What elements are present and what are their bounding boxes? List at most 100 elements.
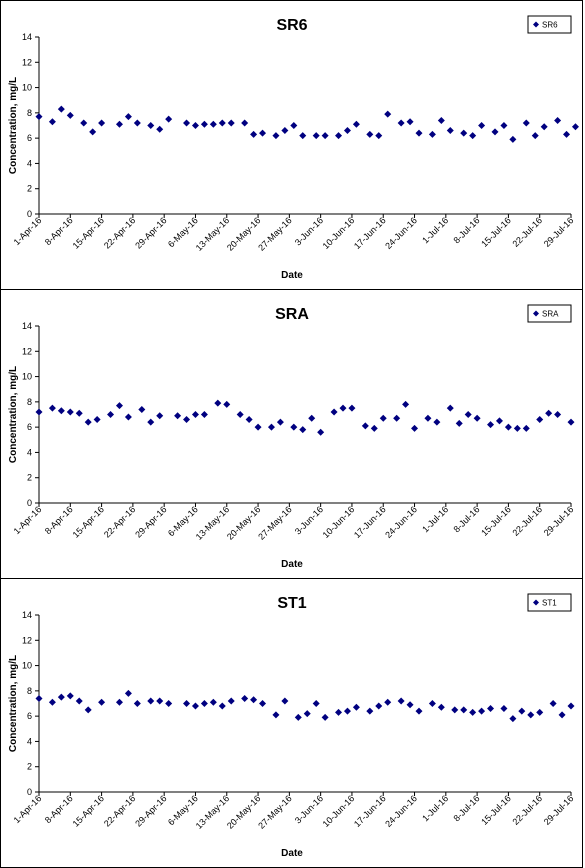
y-tick-label: 8 — [27, 397, 32, 407]
data-point-sra — [48, 404, 56, 412]
data-point-sra — [124, 413, 132, 421]
data-point-sra — [513, 424, 521, 432]
data-point-sra — [348, 404, 356, 412]
data-point-sra — [191, 411, 199, 418]
data-point-sr6 — [89, 128, 97, 136]
data-point-sr6 — [540, 123, 548, 131]
data-point-sr6 — [156, 125, 164, 133]
data-point-sr6 — [366, 130, 374, 138]
data-point-st1 — [294, 713, 302, 721]
data-point-st1 — [343, 707, 351, 715]
data-point-sr6 — [281, 127, 289, 135]
data-point-sra — [115, 402, 123, 410]
data-point-sr6 — [491, 128, 499, 136]
data-point-sra — [402, 400, 410, 408]
data-point-st1 — [156, 697, 164, 705]
y-tick-label: 2 — [27, 184, 32, 194]
chart-title: SRA — [275, 306, 309, 323]
data-point-sr6 — [115, 120, 123, 128]
y-tick-label: 6 — [27, 133, 32, 143]
y-tick-label: 2 — [27, 473, 32, 483]
data-point-sr6 — [147, 122, 155, 129]
data-point-st1 — [460, 706, 468, 714]
data-point-sra — [84, 418, 92, 426]
data-point-sr6 — [397, 119, 405, 127]
legend-marker-diamond — [533, 21, 539, 28]
x-tick-label: 8-Jul-16 — [451, 793, 481, 823]
data-point-st1 — [558, 711, 566, 719]
legend-label: SRA — [542, 310, 559, 319]
chart-panel-sra: SRA 0 2 4 6 8 10 12 14 1-Apr-16 8-Apr-16 15-Apr-16 2… — [0, 289, 583, 579]
data-point-sra — [200, 411, 208, 418]
data-point-sr6 — [209, 120, 217, 128]
data-point-sr6 — [321, 132, 329, 140]
data-point-st1 — [469, 708, 477, 716]
data-point-sr6 — [124, 113, 132, 121]
data-point-sr6 — [554, 116, 562, 124]
x-tick-label: 15-Apr-16 — [71, 215, 106, 250]
x-tick-label: 3-Jun-16 — [293, 793, 325, 825]
data-point-st1 — [75, 697, 83, 705]
x-tick-label: 10-Jun-16 — [321, 504, 357, 540]
data-point-sra — [290, 423, 298, 431]
data-point-sra — [379, 414, 387, 422]
data-point-sra — [107, 411, 115, 418]
y-tick-label: 10 — [22, 372, 32, 382]
data-point-sra — [308, 414, 316, 422]
data-point-sr6 — [133, 119, 141, 127]
data-point-st1 — [66, 692, 74, 700]
x-tick-label: 1-Apr-16 — [12, 793, 44, 825]
data-point-sra — [393, 414, 401, 422]
x-tick-label: 15-Apr-16 — [71, 793, 106, 828]
chart-title: SR6 — [276, 17, 307, 34]
data-point-sra — [339, 404, 347, 412]
legend-marker-diamond — [533, 599, 539, 606]
data-point-st1 — [567, 702, 575, 710]
x-tick-label: 8-Jul-16 — [451, 215, 481, 245]
data-point-sr6 — [563, 130, 571, 138]
data-point-st1 — [415, 707, 423, 715]
data-point-sr6 — [571, 123, 579, 131]
data-point-st1 — [35, 694, 43, 702]
x-tick-label: 22-Jul-16 — [511, 793, 545, 827]
data-point-st1 — [165, 700, 173, 707]
data-point-sra — [267, 423, 275, 431]
data-point-st1 — [241, 694, 249, 702]
data-point-st1 — [183, 700, 191, 707]
legend-box — [527, 304, 572, 323]
data-point-st1 — [98, 698, 106, 706]
legend-box — [527, 593, 572, 612]
legend-marker-diamond — [533, 310, 539, 317]
x-tick-label: 15-Jul-16 — [479, 504, 513, 538]
data-point-sr6 — [165, 115, 173, 123]
data-point-sr6 — [299, 132, 307, 140]
x-tick-label: 15-Jul-16 — [479, 215, 513, 249]
data-point-sra — [66, 408, 74, 416]
y-tick-label: 10 — [22, 661, 32, 671]
y-tick-label: 4 — [27, 158, 32, 168]
data-point-st1 — [375, 702, 383, 710]
data-point-sra — [567, 418, 575, 426]
data-point-st1 — [57, 693, 65, 701]
data-point-sra — [223, 400, 231, 408]
x-tick-label: 29-Apr-16 — [133, 215, 168, 250]
x-tick-label: 22-Apr-16 — [102, 504, 137, 539]
x-tick-label: 8-Apr-16 — [43, 215, 75, 247]
data-point-st1 — [84, 706, 92, 714]
data-point-sr6 — [428, 130, 436, 138]
data-point-st1 — [437, 703, 445, 711]
data-point-st1 — [321, 713, 329, 721]
data-point-sr6 — [460, 129, 468, 137]
data-point-st1 — [509, 715, 517, 723]
data-point-sr6 — [98, 119, 106, 127]
data-point-sra — [361, 422, 369, 430]
x-tick-label: 1-Jul-16 — [420, 504, 450, 534]
y-tick-label: 4 — [27, 447, 32, 457]
y-tick-label: 2 — [27, 762, 32, 772]
data-point-sra — [254, 423, 262, 431]
x-tick-label: 29-Jul-16 — [542, 793, 576, 827]
data-point-st1 — [147, 697, 155, 705]
data-point-st1 — [527, 711, 535, 719]
legend-label: SR6 — [542, 21, 558, 30]
data-point-sr6 — [384, 110, 392, 118]
